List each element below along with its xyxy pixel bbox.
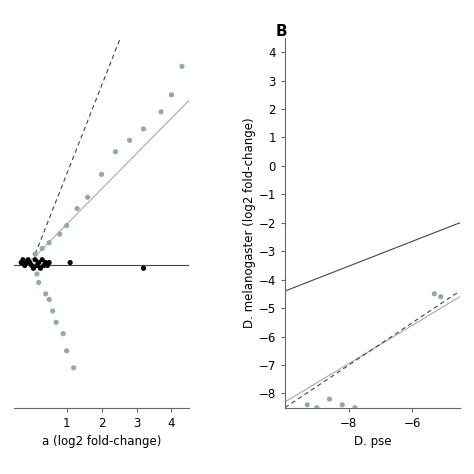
Point	[63, 222, 71, 229]
Point	[33, 262, 41, 269]
Point	[31, 256, 39, 264]
Text: B: B	[275, 24, 287, 39]
Point	[46, 259, 53, 266]
Point	[59, 330, 67, 337]
Point	[73, 205, 81, 212]
Point	[126, 137, 133, 144]
Point	[26, 259, 34, 266]
Point	[157, 108, 165, 116]
Point	[35, 259, 43, 266]
Point	[36, 264, 44, 272]
Point	[52, 319, 60, 326]
Point	[70, 364, 77, 372]
Point	[24, 256, 32, 264]
Point	[21, 262, 28, 269]
Point	[140, 125, 147, 133]
Point	[42, 259, 49, 266]
Point	[31, 250, 39, 258]
Point	[23, 259, 30, 266]
Point	[66, 259, 74, 266]
Point	[30, 264, 37, 272]
Point	[46, 239, 53, 246]
Point	[168, 91, 175, 99]
Point	[112, 148, 119, 155]
Point	[42, 290, 49, 298]
Point	[430, 290, 438, 298]
Point	[313, 404, 320, 411]
Point	[303, 401, 311, 409]
Point	[326, 395, 333, 403]
Y-axis label: D. melanogaster (log2 fold-change): D. melanogaster (log2 fold-change)	[243, 118, 256, 328]
Point	[44, 262, 51, 269]
Point	[63, 347, 71, 355]
Point	[33, 270, 41, 278]
Point	[178, 63, 186, 70]
Point	[351, 404, 359, 411]
Point	[38, 245, 46, 252]
Point	[49, 307, 56, 315]
Point	[338, 401, 346, 409]
Point	[28, 262, 36, 269]
Point	[40, 262, 48, 269]
Point	[56, 230, 64, 238]
Point	[46, 296, 53, 303]
Point	[19, 256, 27, 264]
X-axis label: D. pse: D. pse	[354, 435, 391, 448]
Point	[18, 259, 25, 266]
Point	[84, 193, 91, 201]
X-axis label: a (log2 fold-change): a (log2 fold-change)	[42, 435, 161, 448]
Point	[38, 256, 46, 264]
Point	[98, 171, 105, 178]
Point	[437, 293, 445, 301]
Point	[140, 264, 147, 272]
Point	[35, 279, 43, 286]
